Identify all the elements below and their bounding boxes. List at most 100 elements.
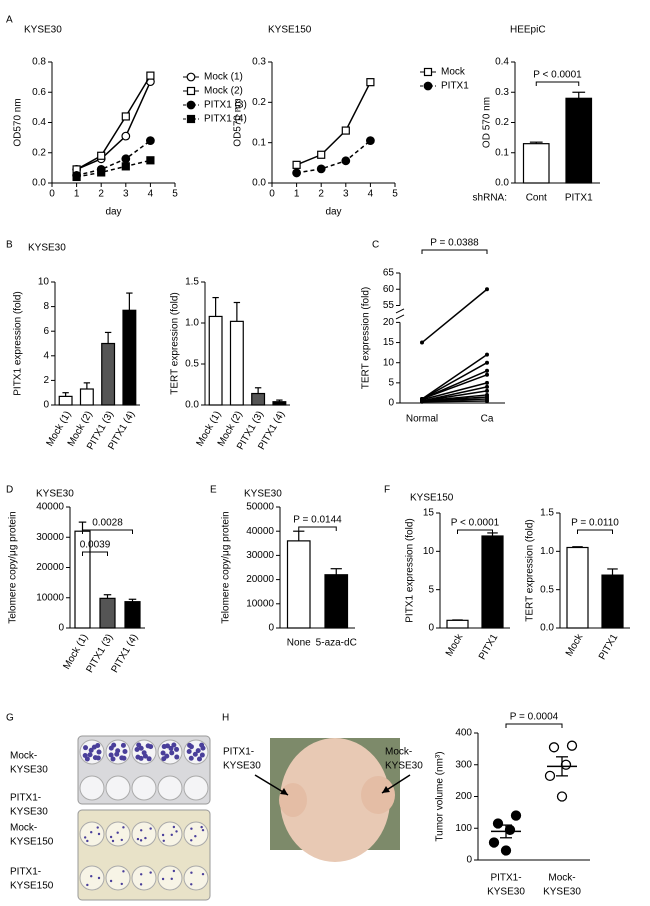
colony <box>161 744 167 750</box>
y-tick-label: 0.3 <box>495 87 509 98</box>
y-tick-label: 0.6 <box>32 87 46 98</box>
x-tick-label: 5 <box>172 189 178 200</box>
photo-label: PITX1- <box>223 747 254 758</box>
data-point <box>420 399 424 404</box>
data-point <box>292 168 302 178</box>
bar <box>251 392 266 406</box>
data-point <box>544 770 556 782</box>
well <box>105 775 131 801</box>
colony <box>108 745 114 751</box>
bar <box>565 97 593 184</box>
y-axis-label: OD570 nm <box>13 98 24 146</box>
row-label: KYSE150 <box>10 881 54 892</box>
x-tick-label: PITX1- <box>490 873 521 884</box>
data-point <box>485 352 489 357</box>
y-tick-label: 0.2 <box>252 97 266 108</box>
colony <box>199 742 205 748</box>
x-tick-label: Ca <box>481 414 494 425</box>
tumor <box>279 783 307 817</box>
series-line <box>296 81 372 166</box>
bar <box>601 574 624 629</box>
colony <box>96 826 99 829</box>
y-tick-label: 0 <box>58 623 64 634</box>
y-tick-label: 0.0 <box>540 623 554 634</box>
colony <box>109 835 113 839</box>
colony <box>190 827 193 830</box>
y-tick-label: 100 <box>455 823 472 834</box>
y-tick-label: 0.4 <box>32 117 46 128</box>
data-point <box>366 136 375 146</box>
axis-break <box>395 314 405 320</box>
legend-label: Mock (1) <box>204 72 243 83</box>
series-line <box>296 140 371 174</box>
bar <box>58 395 73 406</box>
bar <box>79 388 94 406</box>
series-line <box>76 75 152 171</box>
legend-marker <box>186 86 196 96</box>
well <box>131 821 157 847</box>
colony <box>111 839 115 843</box>
y-axis-label: TERT expression (fold) <box>170 292 181 394</box>
pair-line <box>421 382 488 401</box>
data-point <box>121 162 130 171</box>
bracket <box>505 723 563 728</box>
colony <box>121 755 127 761</box>
row-label: Mock- <box>10 823 37 834</box>
x-tick-label: Mock- <box>548 873 575 884</box>
colony <box>190 839 193 842</box>
y-tick-label: 10000 <box>36 592 64 603</box>
y-tick-label: 0.4 <box>495 57 509 68</box>
y-tick-label: 8 <box>43 301 49 312</box>
x-tick-label: KYSE30 <box>543 887 581 898</box>
y-tick-label: 10000 <box>246 598 274 609</box>
colony <box>172 825 176 829</box>
well <box>79 775 105 801</box>
well <box>79 865 105 891</box>
y-tick-label: 40000 <box>246 526 274 537</box>
well <box>157 865 183 891</box>
x-tick-label: 1 <box>294 189 300 200</box>
y-tick-label: 15 <box>383 337 395 348</box>
panel-letter: F <box>384 485 390 496</box>
bar <box>124 601 141 629</box>
panel-letter: H <box>222 713 229 724</box>
data-point <box>97 168 106 177</box>
y-tick-label: 10 <box>38 277 50 288</box>
colony <box>186 749 192 755</box>
colony <box>82 752 88 758</box>
panel-title: KYSE30 <box>24 25 62 36</box>
y-tick-label: 6 <box>43 326 49 337</box>
row-label: KYSE30 <box>10 765 48 776</box>
y-axis-label: PITX1 expression (fold) <box>405 518 416 623</box>
y-axis-label: Telomere copy/μg protein <box>8 511 19 624</box>
colony <box>91 744 97 750</box>
y-tick-label: 0.1 <box>495 147 509 158</box>
panel-title: KYSE30 <box>244 489 282 500</box>
data-point <box>341 126 350 135</box>
y-tick-label: 1.5 <box>540 508 554 519</box>
y-tick-label: 0.5 <box>540 584 554 595</box>
arrow-head <box>280 788 288 795</box>
colony <box>171 742 177 748</box>
y-tick-label: 4 <box>43 350 49 361</box>
data-point <box>146 71 155 80</box>
well <box>183 775 209 801</box>
colony <box>86 839 89 843</box>
colony <box>188 755 194 761</box>
y-tick-label: 40000 <box>36 502 64 513</box>
x-tick-label: Mock <box>444 631 466 658</box>
colony <box>175 830 178 833</box>
colony <box>95 755 101 761</box>
well <box>131 865 157 891</box>
colony <box>201 828 205 832</box>
colony <box>120 742 126 748</box>
x-axis-label: shRNA: <box>473 193 507 204</box>
y-tick-label: 20000 <box>246 574 274 585</box>
axis-break <box>395 308 405 314</box>
colony <box>90 831 93 834</box>
colony <box>190 883 193 886</box>
data-point <box>317 150 326 159</box>
panel-letter: D <box>6 485 13 496</box>
y-tick-label: 1.0 <box>540 546 554 557</box>
